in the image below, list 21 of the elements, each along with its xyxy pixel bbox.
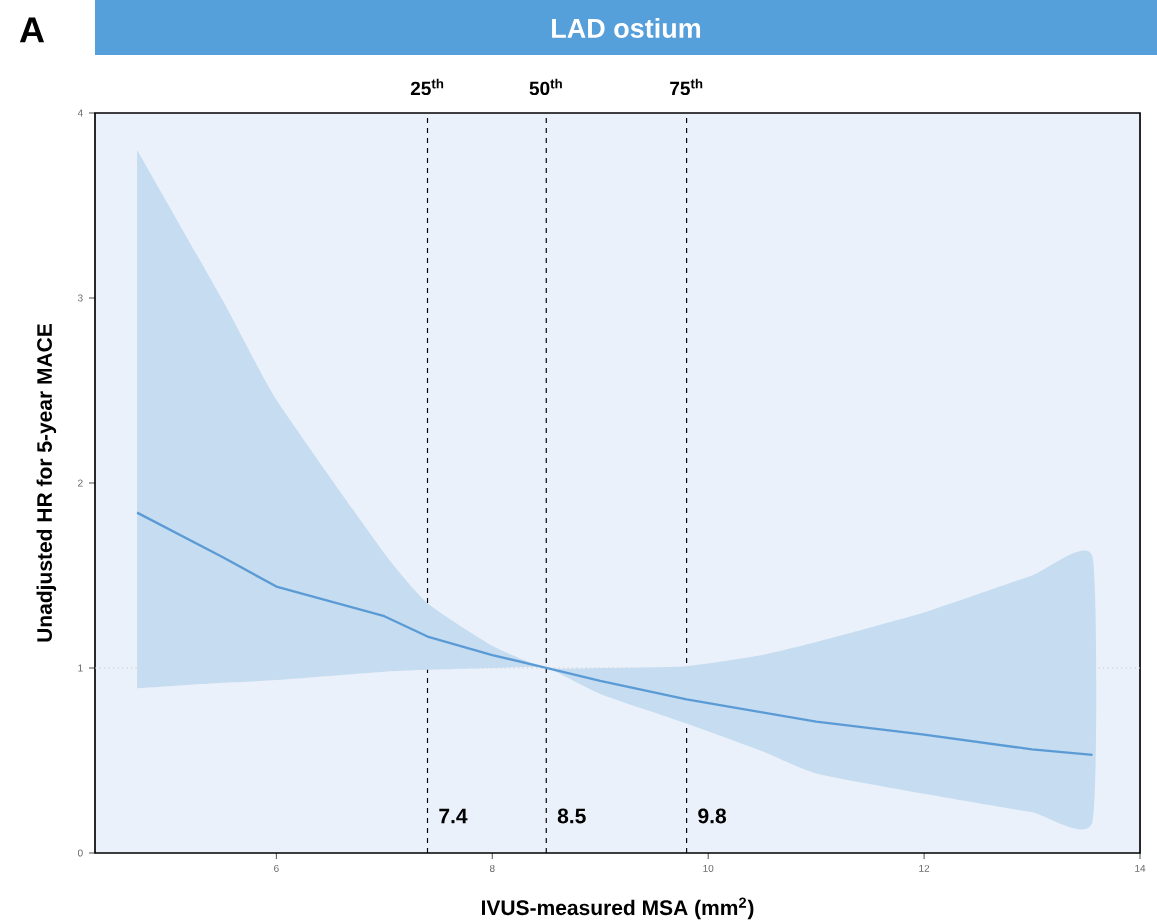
line-series — [135, 511, 1094, 757]
x-axis-title: IVUS-measured MSA (mm$^{2}$) — [481, 897, 754, 920]
annotation: 8.5 — [557, 808, 586, 824]
y-axis-title: Unadjusted HR for 5-year MACE — [36, 324, 57, 642]
y-tick-label: 3 — [77, 294, 83, 302]
ref-line-label: 75$^{th}$ — [670, 78, 703, 96]
x-tick-label: 10 — [703, 864, 714, 872]
chart-title: LAD ostium — [552, 18, 701, 38]
annotation: 9.8 — [698, 808, 727, 824]
annotation: 7.4 — [439, 808, 468, 824]
y-tick-label: 2 — [78, 479, 83, 487]
y-tick-label: 4 — [77, 109, 83, 117]
x-tick-label: 8 — [489, 864, 495, 872]
y-tick-label: 0 — [77, 849, 83, 857]
ref-line-label: 25$^{th}$ — [410, 78, 444, 96]
x-tick-label: 14 — [1135, 864, 1146, 872]
text: A — [19, 17, 45, 43]
x-tick-label: 6 — [274, 864, 279, 872]
x-tick-label: 12 — [919, 864, 930, 872]
ref-line-label: 50$^{th}$ — [529, 78, 562, 96]
y-tick-label: 1 — [78, 664, 83, 672]
